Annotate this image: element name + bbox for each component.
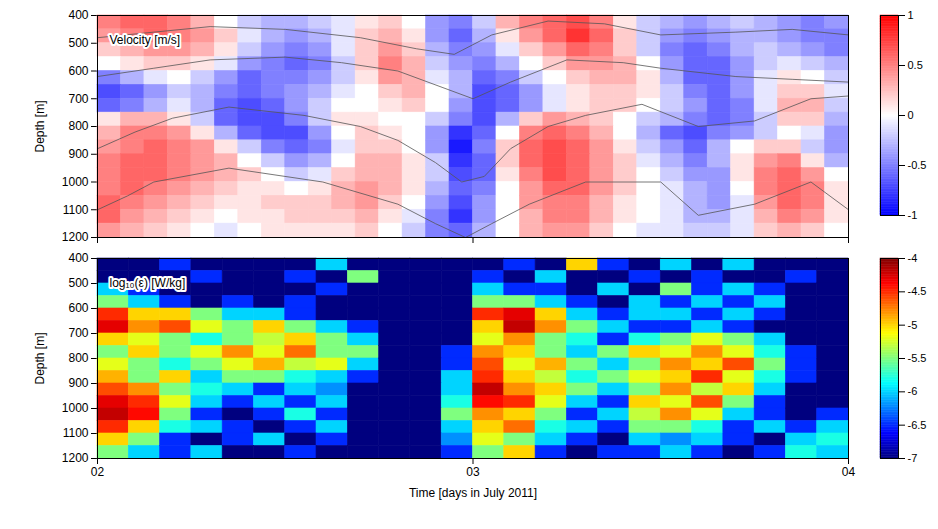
svg-text:-5: -5 — [908, 319, 918, 331]
svg-text:800: 800 — [68, 119, 88, 133]
svg-text:-4: -4 — [908, 252, 918, 264]
svg-text:1200: 1200 — [62, 451, 89, 465]
svg-text:1000: 1000 — [62, 401, 89, 415]
svg-text:-7: -7 — [908, 452, 918, 464]
svg-text:0.5: 0.5 — [908, 59, 923, 71]
svg-text:700: 700 — [68, 92, 88, 106]
svg-text:-5.5: -5.5 — [908, 352, 927, 364]
svg-text:400: 400 — [68, 251, 88, 265]
svg-text:log₁₀(ε) [W/kg]: log₁₀(ε) [W/kg] — [110, 276, 186, 290]
svg-text:1100: 1100 — [63, 426, 89, 440]
svg-text:-1: -1 — [908, 209, 918, 221]
svg-text:500: 500 — [68, 36, 88, 50]
svg-text:600: 600 — [68, 64, 88, 78]
svg-text:600: 600 — [68, 301, 88, 315]
svg-text:-4.5: -4.5 — [908, 285, 927, 297]
svg-text:900: 900 — [68, 376, 88, 390]
svg-text:-6.5: -6.5 — [908, 419, 927, 431]
svg-text:900: 900 — [68, 147, 88, 161]
svg-text:02: 02 — [91, 465, 105, 479]
svg-text:700: 700 — [68, 326, 88, 340]
svg-text:03: 03 — [466, 465, 480, 479]
svg-text:1200: 1200 — [62, 230, 89, 244]
svg-text:Time [days in July 2011]: Time [days in July 2011] — [409, 486, 537, 500]
svg-text:Depth [m]: Depth [m] — [33, 100, 47, 152]
svg-text:0: 0 — [908, 109, 914, 121]
svg-text:04: 04 — [842, 465, 856, 479]
svg-text:Depth [m]: Depth [m] — [33, 332, 47, 384]
svg-text:-6: -6 — [908, 385, 918, 397]
svg-text:Velocity [m/s]: Velocity [m/s] — [110, 33, 181, 47]
svg-text:1: 1 — [908, 9, 914, 21]
svg-text:1100: 1100 — [63, 203, 89, 217]
svg-text:-0.5: -0.5 — [908, 159, 927, 171]
svg-text:1000: 1000 — [62, 175, 89, 189]
svg-text:500: 500 — [68, 276, 88, 290]
svg-text:400: 400 — [68, 8, 88, 22]
svg-text:800: 800 — [68, 351, 88, 365]
